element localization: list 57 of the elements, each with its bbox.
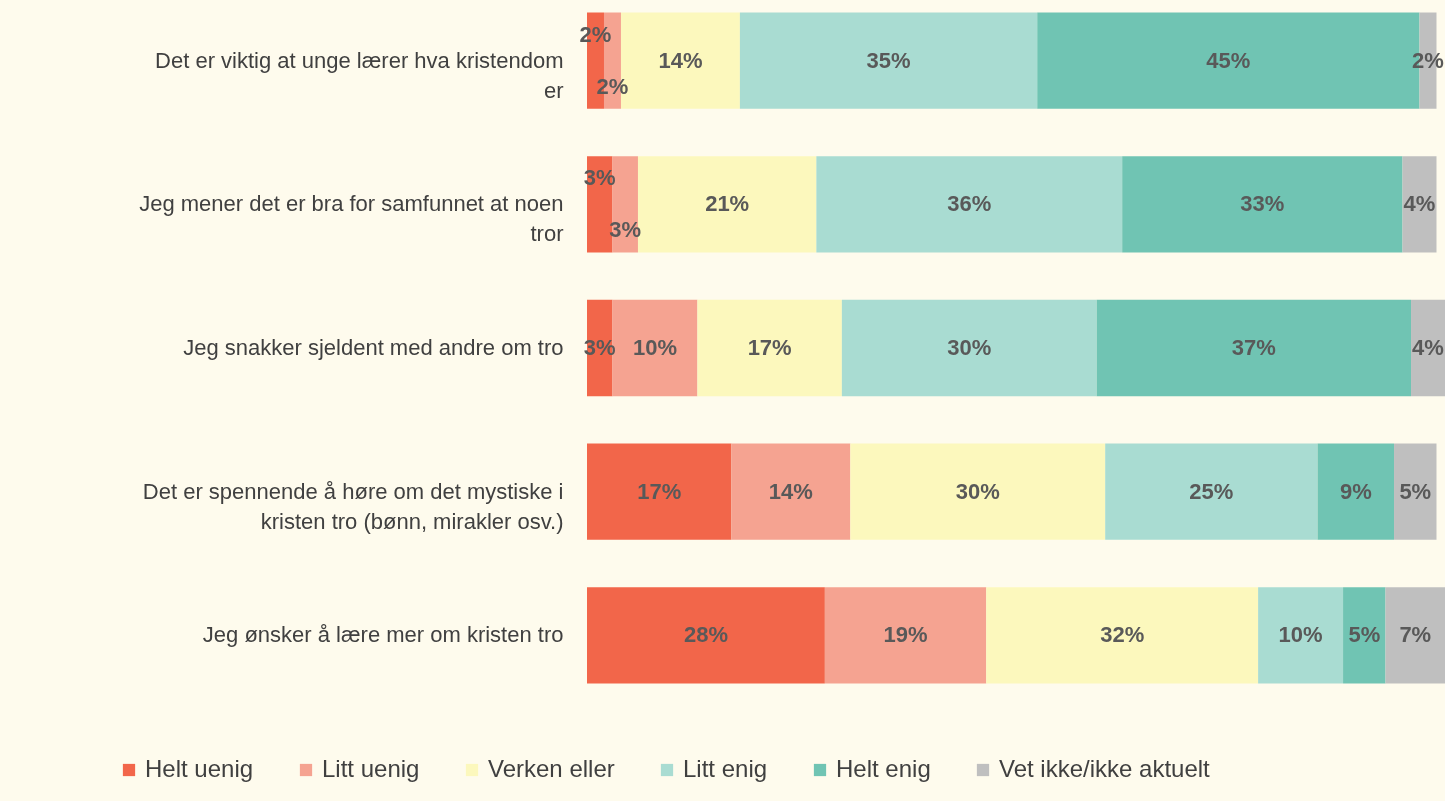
data-label: 2% xyxy=(596,73,629,99)
bar xyxy=(1402,156,1437,253)
data-label: 7% xyxy=(1399,622,1432,648)
data-label: 32% xyxy=(1100,622,1145,648)
data-label: 25% xyxy=(1189,478,1234,504)
y-tick-label: Det er viktig at unge lærer hva kristendom er xyxy=(155,47,564,103)
legend-label: Helt enig xyxy=(836,755,931,782)
data-label: 19% xyxy=(883,622,928,648)
data-label: 5% xyxy=(1399,478,1432,504)
bar xyxy=(1258,587,1344,684)
bar xyxy=(841,299,1097,397)
legend-label: Helt uenig xyxy=(145,755,254,782)
y-tick-label: Det er spennende å høre om det mystiske i kristen tro (bønn, mirakler osv.) xyxy=(142,478,564,534)
data-label: 36% xyxy=(947,191,992,217)
data-label: 4% xyxy=(1412,335,1444,360)
bar xyxy=(739,12,1038,109)
bar xyxy=(816,156,1123,253)
data-label: 35% xyxy=(866,47,911,73)
bar xyxy=(1411,299,1445,397)
data-label: 10% xyxy=(1278,622,1323,648)
bar xyxy=(697,299,842,397)
data-label: 37% xyxy=(1231,335,1276,360)
data-label: 14% xyxy=(768,478,813,504)
data-label: 17% xyxy=(637,478,682,504)
y-tick-label: Jeg snakker sjeldent med andre om tro xyxy=(183,335,564,360)
bar xyxy=(1343,587,1386,684)
bar xyxy=(1105,443,1318,540)
bar xyxy=(1385,587,1445,684)
bar xyxy=(986,587,1259,684)
legend-label: Verken eller xyxy=(488,755,615,782)
data-label: 30% xyxy=(947,335,992,360)
bar xyxy=(731,443,851,540)
bar xyxy=(1317,443,1395,540)
y-tick-label: Jeg ønsker å lære mer om kristen tro xyxy=(202,622,564,648)
data-label: 3% xyxy=(609,217,642,243)
data-label: 9% xyxy=(1339,478,1372,504)
bar xyxy=(824,587,987,684)
data-label: 10% xyxy=(632,335,677,360)
legend-label: Litt uenig xyxy=(322,755,420,782)
legend-label: Litt enig xyxy=(683,755,768,782)
bar xyxy=(587,443,732,540)
data-label: 21% xyxy=(705,191,750,217)
data-label: 30% xyxy=(955,478,1000,504)
bar xyxy=(1122,156,1403,253)
data-label: 33% xyxy=(1240,191,1285,217)
data-label: 5% xyxy=(1348,622,1381,648)
data-label: 28% xyxy=(683,622,728,648)
data-label: 17% xyxy=(747,335,792,360)
data-label: 45% xyxy=(1206,47,1251,73)
bar xyxy=(587,587,825,684)
bar xyxy=(850,443,1106,540)
y-tick-label: Jeg mener det er bra for samfunnet at noen tror xyxy=(139,191,564,247)
data-label: 14% xyxy=(658,47,703,73)
legend-label: Vet ikke/ikke aktuelt xyxy=(999,755,1211,782)
bar xyxy=(1394,443,1437,540)
data-label: 4% xyxy=(1403,191,1436,217)
bar xyxy=(1096,299,1412,397)
